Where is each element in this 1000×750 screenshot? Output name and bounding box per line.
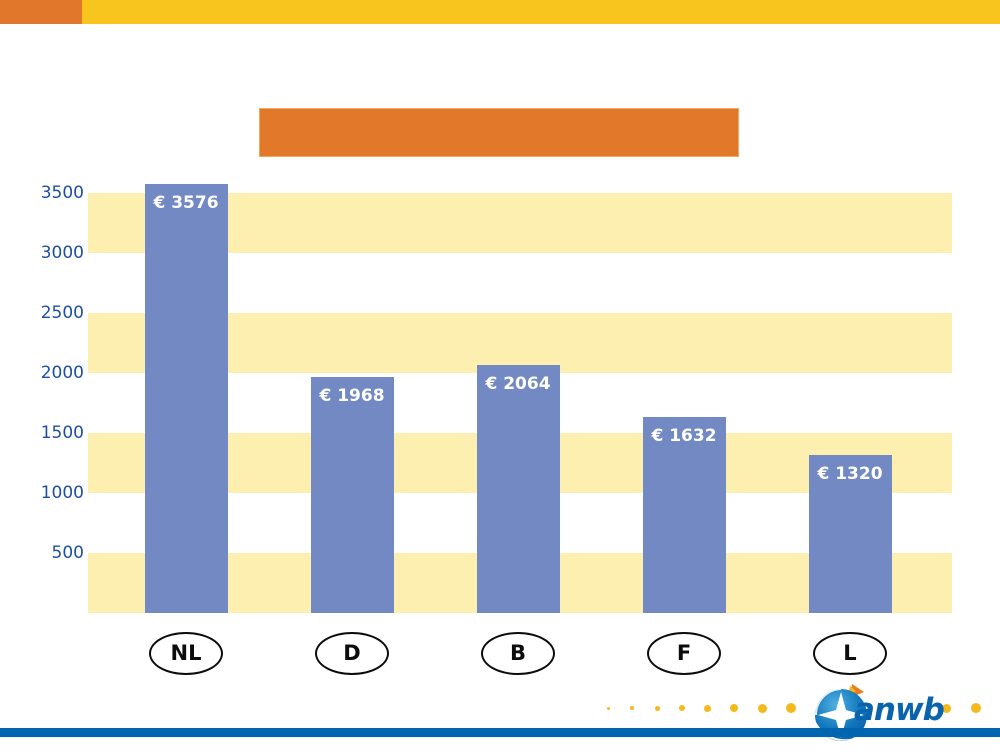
category-label: B <box>509 641 526 665</box>
dot <box>971 703 981 713</box>
bottom-bar <box>0 728 1000 737</box>
bar-value-label: € 1320 <box>817 463 883 484</box>
bar-B: € 2064 <box>476 365 560 613</box>
y-axis-tick-label: 2000 <box>40 363 84 383</box>
y-axis-tick-label: 1000 <box>40 483 84 503</box>
bar-D: € 1968 <box>310 376 394 613</box>
y-axis-tick-label: 500 <box>51 543 84 563</box>
dot <box>606 706 610 710</box>
category-label: D <box>343 641 361 665</box>
grid-band <box>88 313 952 373</box>
y-axis-tick-label: 3000 <box>40 243 84 263</box>
title-box <box>259 108 739 157</box>
top-bar-accent <box>0 0 82 24</box>
dot <box>941 703 951 713</box>
bar-value-label: € 2064 <box>485 374 551 395</box>
bar-value-label: € 3576 <box>153 192 219 213</box>
top-bar <box>0 0 1000 24</box>
category-oval-B: B <box>481 632 555 675</box>
category-label: NL <box>170 641 202 665</box>
grid-band <box>88 193 952 253</box>
y-axis-tick-label: 3500 <box>40 183 84 203</box>
anwb-logo: anwb <box>815 684 945 741</box>
bar-L: € 1320 <box>808 454 892 613</box>
y-axis-tick-label: 1500 <box>40 423 84 443</box>
bar-chart: 3500 3000 2500 2000 1500 1000 500 € 3576 € 1968… <box>40 183 952 675</box>
category-oval-F: F <box>647 632 721 675</box>
dot <box>703 704 711 712</box>
bar-NL: € 3576 <box>144 183 228 613</box>
dot <box>757 703 767 713</box>
category-label: F <box>676 641 692 665</box>
bar-value-label: € 1968 <box>319 385 385 406</box>
dot <box>730 704 738 712</box>
bar-value-label: € 1632 <box>651 426 717 447</box>
dot <box>786 703 796 713</box>
dot <box>630 706 634 710</box>
category-oval-NL: NL <box>149 632 223 675</box>
dot <box>679 705 685 711</box>
logo-wordmark: anwb <box>854 692 944 728</box>
bar-F: € 1632 <box>642 417 726 613</box>
y-axis-tick-label: 2500 <box>40 303 84 323</box>
category-oval-D: D <box>315 632 389 675</box>
category-oval-L: L <box>813 632 887 675</box>
dot <box>654 705 660 711</box>
category-label: L <box>843 641 857 665</box>
